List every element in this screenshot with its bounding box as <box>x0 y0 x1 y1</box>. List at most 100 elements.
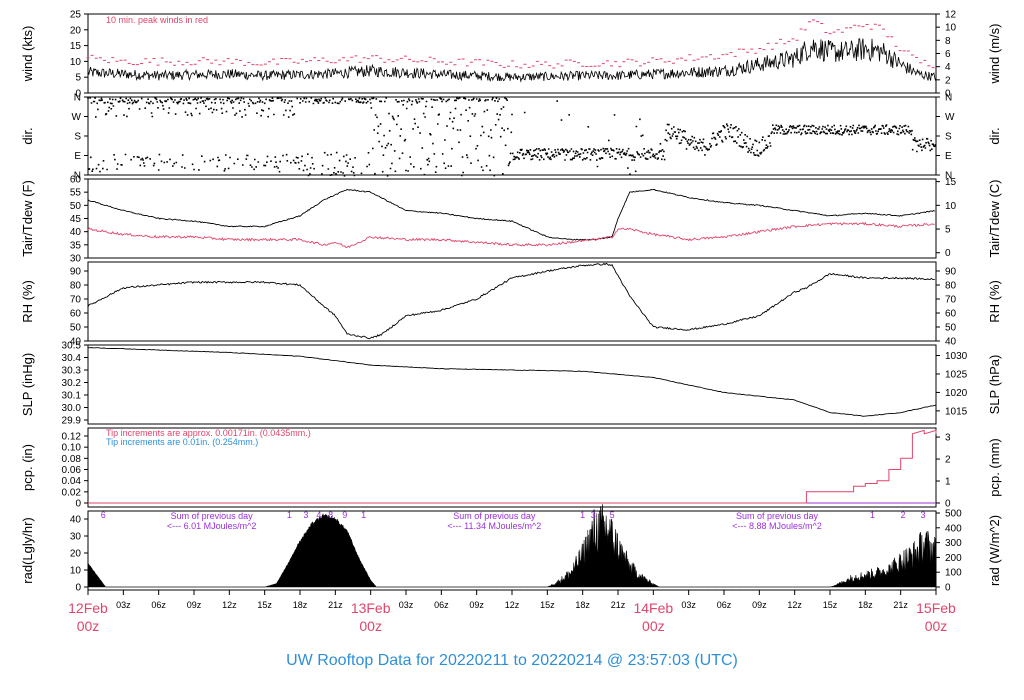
y-tick-label: E <box>945 151 952 162</box>
x-day-hour-label: 00z <box>642 618 665 634</box>
y-tick-label: E <box>74 151 81 162</box>
y-axis-label-left: dir. <box>20 127 35 144</box>
y-tick-label: 0 <box>945 89 951 100</box>
y-axis-label-right: Tair/Tdew (C) <box>987 179 1002 257</box>
y-tick-label: 20 <box>70 25 82 36</box>
y-tick-label: 0.10 <box>62 443 82 454</box>
y-tick-label: 15 <box>945 177 957 188</box>
tdew-series <box>87 221 935 249</box>
y-axis-label-left: SLP (inHg) <box>20 353 35 416</box>
y-axis-label-left: pcp. (in) <box>20 444 35 491</box>
y-tick-label: 50 <box>70 201 82 212</box>
pcp-series <box>88 429 937 504</box>
x-tick-label: 15z <box>257 600 272 610</box>
panel-frame-pcp <box>87 427 937 508</box>
x-tick-label: 03z <box>116 600 131 610</box>
y-tick-label: 0 <box>945 499 951 510</box>
y-tick-label: 29.9 <box>62 416 82 427</box>
y-axis-label-right: wind (m/s) <box>987 24 1002 85</box>
x-tick-label: 09z <box>187 600 202 610</box>
y-tick-label: 30 <box>70 254 82 265</box>
x-day-label: 12Feb <box>68 600 108 616</box>
rad-top-mark: 2 <box>901 510 906 520</box>
y-tick-label: 50 <box>70 323 82 334</box>
x-day-hour-label: 00z <box>77 618 100 634</box>
y-tick-label: 0.12 <box>62 432 82 443</box>
y-tick-label: N <box>74 93 81 104</box>
y-tick-label: 0.02 <box>62 487 82 498</box>
y-tick-label: 1 <box>945 477 951 488</box>
y-tick-label: S <box>74 132 81 143</box>
y-tick-label: W <box>945 112 955 123</box>
y-axis-label-left: wind (kts) <box>20 26 35 83</box>
x-day-label: 14Feb <box>633 600 673 616</box>
x-tick-label: 18z <box>858 600 873 610</box>
y-tick-label: 35 <box>70 240 82 251</box>
y-tick-label: 8 <box>945 36 951 47</box>
y-axis-label-right: SLP (hPa) <box>987 355 1002 415</box>
x-tick-label: 09z <box>469 600 484 610</box>
y-tick-label: 1020 <box>945 388 968 399</box>
y-tick-label: 3 <box>945 433 951 444</box>
tair-series <box>87 188 936 241</box>
x-tick-label: 09z <box>752 600 767 610</box>
slp-series <box>87 347 937 417</box>
x-tick-label: 21z <box>328 600 343 610</box>
x-day-label: 15Feb <box>916 600 956 616</box>
y-tick-label: 0.06 <box>62 465 82 476</box>
y-tick-label: 1030 <box>945 351 968 362</box>
rad-top-mark: 1 <box>580 510 585 520</box>
pcp-note-2: Tip increments are 0.01in. (0.254mm.) <box>106 437 258 447</box>
x-tick-label: 06z <box>717 600 732 610</box>
y-tick-label: 500 <box>945 509 962 520</box>
rad-sum-label: Sum of previous day <box>736 511 819 521</box>
wind-series <box>87 38 936 83</box>
y-tick-label: 15 <box>70 41 82 52</box>
y-tick-label: 0 <box>945 583 951 594</box>
y-tick-label: 0 <box>945 248 951 259</box>
y-tick-label: 0.08 <box>62 454 82 465</box>
y-tick-label: 12 <box>945 10 957 21</box>
y-tick-label: 30.1 <box>62 391 82 402</box>
y-tick-label: 80 <box>70 281 82 292</box>
y-tick-label: 30.0 <box>62 403 82 414</box>
x-tick-label: 03z <box>399 600 414 610</box>
rad-top-mark: 8 <box>328 510 333 520</box>
x-tick-label: 15z <box>540 600 555 610</box>
dir-series <box>87 97 937 177</box>
y-tick-label: 50 <box>945 323 957 334</box>
x-day-hour-label: 00z <box>359 618 382 634</box>
rad-top-mark: 9 <box>342 510 347 520</box>
y-tick-label: 70 <box>70 295 82 306</box>
panel-frame-slp <box>87 344 937 425</box>
y-tick-label: 200 <box>945 553 962 564</box>
y-tick-label: 70 <box>945 295 957 306</box>
y-tick-label: S <box>945 132 952 143</box>
y-tick-label: 0.04 <box>62 476 82 487</box>
y-tick-label: 300 <box>945 538 962 549</box>
x-tick-label: 12z <box>222 600 237 610</box>
y-tick-label: 6 <box>945 49 951 60</box>
y-tick-label: 80 <box>945 281 957 292</box>
y-tick-label: N <box>945 171 952 182</box>
y-tick-label: 10 <box>70 57 82 68</box>
x-tick-label: 12z <box>505 600 520 610</box>
y-tick-label: 0 <box>75 583 81 594</box>
chart-title: UW Rooftop Data for 20220211 to 20220214… <box>286 652 738 669</box>
axis-labels: 03z 06z 09z 12z 15z 18z 21z 03z 06z 09z 12z 15z 18z 2… <box>20 10 1002 635</box>
rad-top-mark: 4 <box>316 510 321 520</box>
x-tick-label: 21z <box>611 600 626 610</box>
y-tick-label: 2 <box>945 75 951 86</box>
y-tick-label: N <box>945 93 952 104</box>
y-tick-label: 5 <box>945 225 951 236</box>
y-tick-label: 60 <box>70 175 82 186</box>
y-tick-label: 5 <box>75 73 81 84</box>
y-tick-label: 30 <box>70 532 82 543</box>
rad-sum-label: Sum of previous day <box>453 511 536 521</box>
y-axis-label-left: RH (%) <box>20 280 35 323</box>
y-tick-label: 90 <box>945 267 957 278</box>
y-tick-label: 40 <box>70 515 82 526</box>
y-tick-label: 60 <box>70 309 82 320</box>
rad-top-mark: 1 <box>870 510 875 520</box>
y-tick-label: 60 <box>945 309 957 320</box>
